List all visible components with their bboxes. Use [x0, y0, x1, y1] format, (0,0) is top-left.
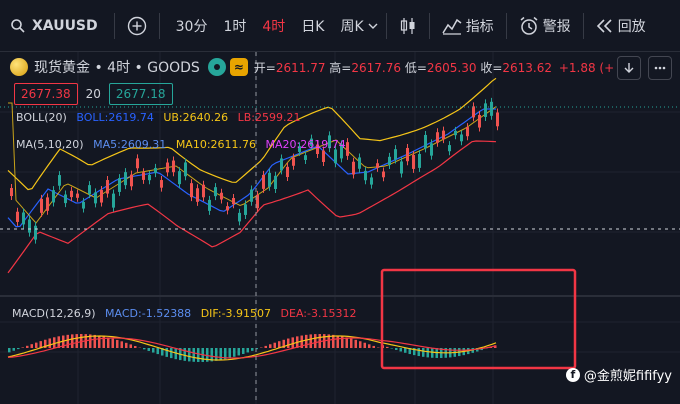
divider [428, 12, 430, 39]
chevron-down-icon[interactable] [368, 21, 378, 31]
indicators-button[interactable]: 指标 [438, 0, 498, 52]
replay-label: 回放 [617, 18, 646, 35]
timeframe-1w[interactable]: 周K [340, 18, 364, 35]
rewind-icon [596, 18, 612, 33]
divider [505, 12, 507, 39]
symbol-label: XAUUSD [32, 17, 98, 34]
replay-button[interactable]: 回放 [592, 0, 650, 52]
search-icon [10, 18, 26, 34]
macd-value: MACD:-1.52388 [105, 307, 192, 320]
dea-value: DEA:-3.15312 [280, 307, 357, 320]
macd-legend[interactable]: MACD(12,26,9) MACD:-1.52388 DIF:-3.91507… [12, 307, 356, 320]
collapse-legend-button[interactable] [617, 56, 641, 80]
top-toolbar: XAUUSD 30分 1时 4时 日K 周K 指标 警报 回放 [0, 0, 680, 52]
indicators-icon [442, 18, 462, 35]
symbol-selector[interactable]: XAUUSD [10, 0, 98, 52]
macd-name: MACD(12,26,9) [12, 307, 96, 320]
macd-pane [7, 334, 497, 362]
chart-type-button[interactable] [395, 0, 421, 52]
more-options-button[interactable] [648, 56, 672, 80]
divider [582, 12, 584, 39]
divider [158, 12, 160, 39]
add-symbol-button[interactable] [123, 0, 151, 52]
timeframe-1d[interactable]: 日K [301, 18, 325, 35]
plus-circle-icon [127, 16, 146, 35]
candlesticks [10, 97, 499, 244]
timeframe-30m[interactable]: 30分 [175, 18, 208, 35]
watermark: f @金煎妮fififyy [565, 365, 672, 384]
indicators-label: 指标 [465, 18, 494, 35]
timeframe-4h[interactable]: 4时 [262, 18, 286, 35]
arrow-down-icon [624, 63, 634, 73]
alarm-clock-icon [520, 16, 538, 35]
alert-button[interactable]: 警报 [515, 0, 575, 52]
watermark-text: @金煎妮fififyy [583, 369, 672, 384]
chart-grid [0, 52, 680, 404]
price-chart[interactable] [0, 52, 680, 404]
dif-value: DIF:-3.91507 [200, 307, 272, 320]
facebook-icon: f [565, 367, 580, 382]
divider [113, 12, 115, 39]
candlestick-icon [400, 17, 415, 34]
timeframe-1h[interactable]: 1时 [223, 18, 247, 35]
timeframe-group: 30分 1时 4时 日K 周K [168, 0, 378, 52]
divider [385, 12, 387, 39]
highlight-box [380, 268, 577, 370]
dots-icon [654, 66, 666, 70]
alert-label: 警报 [542, 18, 571, 35]
